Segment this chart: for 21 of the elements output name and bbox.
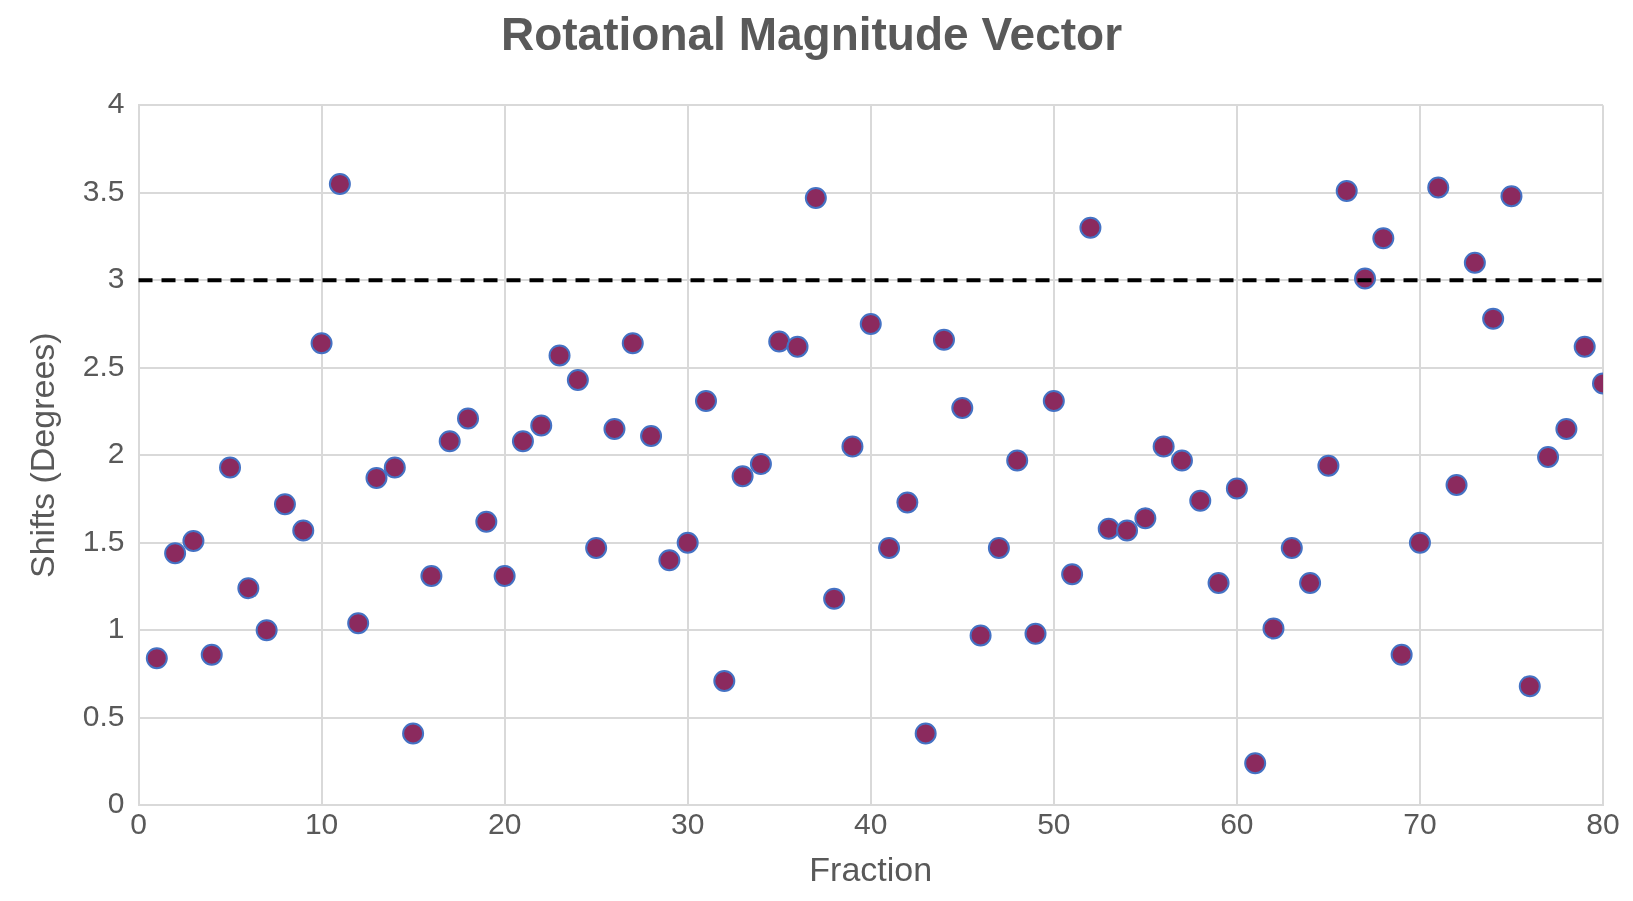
x-tick-label: 40	[854, 807, 888, 841]
y-tick-label: 2.5	[82, 348, 125, 382]
y-tick-label: 0.5	[82, 698, 125, 732]
x-tick-label: 20	[487, 807, 522, 841]
x-tick-label: 50	[1037, 807, 1071, 841]
x-tick-label: 70	[1403, 807, 1437, 841]
chart-title: Rotational Magnitude Vector	[500, 8, 1123, 61]
x-tick-label: 30	[671, 807, 705, 841]
y-tick-label: 0	[107, 786, 125, 820]
x-axis-title: Fraction	[809, 849, 933, 888]
y-axis-title: Shifts (Degrees)	[22, 332, 61, 579]
y-tick-label: 3.5	[82, 173, 125, 207]
x-tick-label: 0	[130, 807, 147, 841]
x-tick-label: 10	[304, 807, 339, 841]
y-tick-label: 2	[107, 436, 125, 470]
y-tick-label: 4	[107, 86, 125, 120]
x-tick-label: 80	[1586, 807, 1620, 841]
y-tick-label: 1.5	[82, 523, 125, 557]
y-tick-label: 1	[107, 611, 125, 645]
x-tick-label: 60	[1220, 807, 1254, 841]
y-tick-label: 3	[107, 261, 125, 295]
